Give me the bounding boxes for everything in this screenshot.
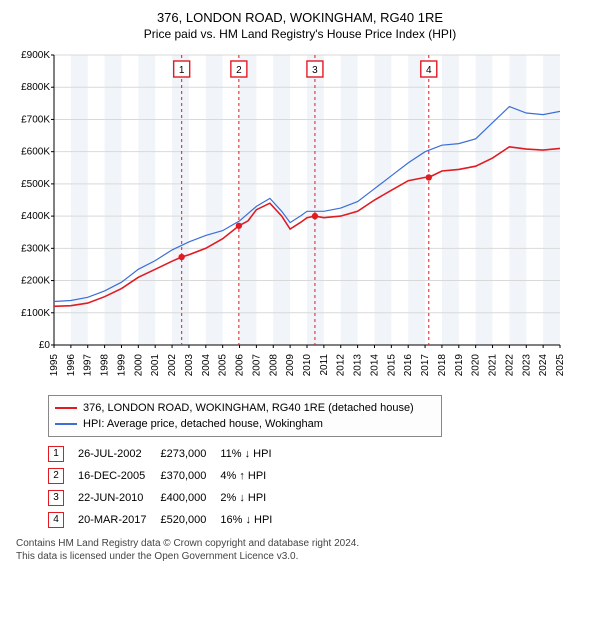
legend-swatch bbox=[55, 407, 77, 409]
svg-text:£700K: £700K bbox=[21, 114, 50, 125]
legend-label: HPI: Average price, detached house, Woki… bbox=[83, 418, 323, 430]
event-price: £370,000 bbox=[160, 465, 220, 487]
svg-text:£500K: £500K bbox=[21, 179, 50, 190]
svg-text:2019: 2019 bbox=[454, 354, 465, 377]
svg-text:2002: 2002 bbox=[167, 354, 178, 377]
footnote-line-1: Contains HM Land Registry data © Crown c… bbox=[16, 537, 590, 550]
svg-text:2025: 2025 bbox=[555, 354, 566, 377]
chart-subtitle: Price paid vs. HM Land Registry's House … bbox=[10, 27, 590, 41]
event-price: £400,000 bbox=[160, 487, 220, 509]
event-row: 2 16-DEC-2005£370,0004% ↑ HPI bbox=[48, 465, 286, 487]
svg-text:2023: 2023 bbox=[521, 354, 532, 377]
chart-header: 376, LONDON ROAD, WOKINGHAM, RG40 1RE Pr… bbox=[10, 10, 590, 41]
footnote: Contains HM Land Registry data © Crown c… bbox=[16, 537, 590, 563]
legend: 376, LONDON ROAD, WOKINGHAM, RG40 1RE (d… bbox=[48, 395, 442, 437]
event-date: 16-DEC-2005 bbox=[78, 465, 160, 487]
legend-swatch bbox=[55, 423, 77, 425]
svg-text:2003: 2003 bbox=[184, 354, 195, 377]
svg-text:2021: 2021 bbox=[488, 354, 499, 377]
svg-text:1: 1 bbox=[179, 65, 185, 76]
svg-text:£900K: £900K bbox=[21, 50, 50, 61]
svg-text:2013: 2013 bbox=[353, 354, 364, 377]
svg-text:2001: 2001 bbox=[150, 354, 161, 377]
event-row: 4 20-MAR-2017£520,00016% ↓ HPI bbox=[48, 509, 286, 531]
price-chart: £0 £100K £200K £300K £400K £500K £600K £700K £80… bbox=[10, 49, 570, 389]
svg-text:2015: 2015 bbox=[386, 354, 397, 377]
event-marker: 4 bbox=[48, 512, 64, 528]
svg-text:2006: 2006 bbox=[235, 354, 246, 377]
events-table: 1 26-JUL-2002£273,00011% ↓ HPI 2 16-DEC-200… bbox=[48, 443, 286, 531]
event-row: 3 22-JUN-2010£400,0002% ↓ HPI bbox=[48, 487, 286, 509]
svg-text:2016: 2016 bbox=[403, 354, 414, 377]
legend-item: HPI: Average price, detached house, Woki… bbox=[55, 416, 435, 432]
event-marker: 1 bbox=[48, 446, 64, 462]
event-delta: 16% ↓ HPI bbox=[220, 509, 286, 531]
svg-text:2009: 2009 bbox=[285, 354, 296, 377]
svg-text:£0: £0 bbox=[39, 340, 51, 351]
svg-text:2007: 2007 bbox=[251, 354, 262, 377]
svg-text:1998: 1998 bbox=[100, 354, 111, 377]
svg-text:2024: 2024 bbox=[538, 354, 549, 377]
svg-text:2004: 2004 bbox=[201, 354, 212, 377]
svg-text:£600K: £600K bbox=[21, 147, 50, 158]
svg-text:3: 3 bbox=[312, 65, 318, 76]
chart-area: £0 £100K £200K £300K £400K £500K £600K £700K £80… bbox=[10, 49, 590, 389]
svg-text:1996: 1996 bbox=[66, 354, 77, 377]
footnote-line-2: This data is licensed under the Open Gov… bbox=[16, 550, 590, 563]
event-date: 22-JUN-2010 bbox=[78, 487, 160, 509]
event-row: 1 26-JUL-2002£273,00011% ↓ HPI bbox=[48, 443, 286, 465]
svg-text:2005: 2005 bbox=[218, 354, 229, 377]
svg-text:2008: 2008 bbox=[268, 354, 279, 377]
svg-text:£300K: £300K bbox=[21, 243, 50, 254]
event-delta: 11% ↓ HPI bbox=[220, 443, 286, 465]
svg-text:2017: 2017 bbox=[420, 354, 431, 377]
svg-text:2: 2 bbox=[236, 65, 242, 76]
svg-text:2010: 2010 bbox=[302, 354, 313, 377]
legend-item: 376, LONDON ROAD, WOKINGHAM, RG40 1RE (d… bbox=[55, 400, 435, 416]
svg-text:1995: 1995 bbox=[49, 354, 60, 377]
svg-text:2018: 2018 bbox=[437, 354, 448, 377]
svg-text:£400K: £400K bbox=[21, 211, 50, 222]
event-delta: 2% ↓ HPI bbox=[220, 487, 286, 509]
svg-text:2020: 2020 bbox=[471, 354, 482, 377]
svg-text:4: 4 bbox=[426, 65, 432, 76]
svg-text:£800K: £800K bbox=[21, 82, 50, 93]
svg-text:£100K: £100K bbox=[21, 308, 50, 319]
event-date: 20-MAR-2017 bbox=[78, 509, 160, 531]
event-marker: 3 bbox=[48, 490, 64, 506]
svg-text:2014: 2014 bbox=[369, 354, 380, 377]
event-marker: 2 bbox=[48, 468, 64, 484]
svg-text:2012: 2012 bbox=[336, 354, 347, 377]
svg-text:£200K: £200K bbox=[21, 276, 50, 287]
svg-text:1999: 1999 bbox=[116, 354, 127, 377]
event-date: 26-JUL-2002 bbox=[78, 443, 160, 465]
legend-label: 376, LONDON ROAD, WOKINGHAM, RG40 1RE (d… bbox=[83, 402, 414, 414]
event-delta: 4% ↑ HPI bbox=[220, 465, 286, 487]
svg-text:2022: 2022 bbox=[504, 354, 515, 377]
chart-title: 376, LONDON ROAD, WOKINGHAM, RG40 1RE bbox=[10, 10, 590, 25]
event-price: £273,000 bbox=[160, 443, 220, 465]
svg-text:2000: 2000 bbox=[133, 354, 144, 377]
svg-text:1997: 1997 bbox=[83, 354, 94, 377]
svg-text:2011: 2011 bbox=[319, 354, 330, 376]
event-price: £520,000 bbox=[160, 509, 220, 531]
